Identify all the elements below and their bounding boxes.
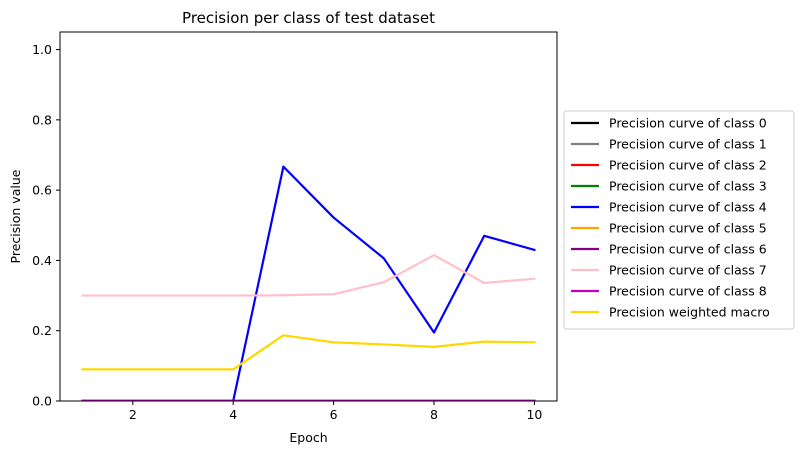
plot-area [81, 165, 536, 401]
x-tick-label: 10 [526, 407, 542, 422]
y-axis-label: Precision value [8, 169, 23, 263]
legend-entry: Precision curve of class 4 [609, 200, 767, 215]
y-tick-label: 0.2 [32, 323, 52, 338]
legend: Precision curve of class 0 Precision curv… [563, 110, 795, 330]
chart-title: Precision per class of test dataset [182, 9, 435, 27]
legend-entry: Precision curve of class 1 [609, 137, 767, 152]
series-line-9 [81, 334, 536, 371]
legend-entry: Precision curve of class 2 [609, 158, 767, 173]
y-tick-label: 0.6 [32, 183, 52, 198]
x-tick-label: 8 [430, 407, 438, 422]
legend-entry: Precision curve of class 8 [609, 284, 767, 299]
y-tick-label: 0.8 [32, 112, 52, 127]
y-tick-label: 0.4 [32, 253, 52, 268]
y-tick-label: 1.0 [32, 42, 52, 57]
legend-box [563, 110, 795, 330]
x-tick-label: 6 [330, 407, 338, 422]
series-line-4 [81, 165, 536, 401]
series-line-7 [81, 254, 536, 297]
x-tick-label: 4 [229, 407, 237, 422]
legend-entry: Precision curve of class 7 [609, 263, 767, 278]
legend-entry: Precision curve of class 3 [609, 179, 767, 194]
x-axis-label: Epoch [289, 430, 327, 445]
legend-entry: Precision weighted macro [609, 305, 770, 320]
legend-entry: Precision curve of class 5 [609, 221, 767, 236]
y-axis: 0.0 0.2 0.4 0.6 0.8 1.0 [32, 42, 60, 409]
legend-entry: Precision curve of class 0 [609, 116, 767, 131]
x-axis: 2 4 6 8 10 [129, 401, 542, 422]
plot-frame [59, 31, 558, 402]
y-tick-label: 0.0 [32, 394, 52, 409]
x-tick-label: 2 [129, 407, 137, 422]
legend-entry: Precision curve of class 6 [609, 242, 767, 257]
